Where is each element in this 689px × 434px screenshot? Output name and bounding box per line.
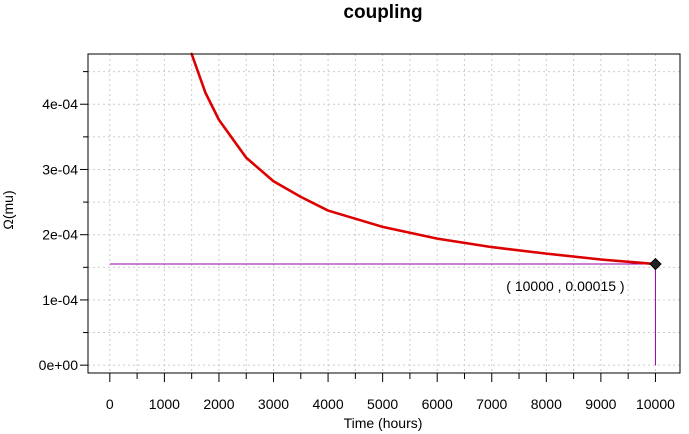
x-tick-label: 3000 — [258, 396, 289, 412]
y-axis-label: Ω(mu) — [0, 190, 16, 229]
x-axis-label: Time (hours) — [344, 415, 423, 431]
y-tick-label: 3e-04 — [42, 161, 78, 177]
highlight-marker-layer — [649, 257, 662, 271]
highlight-guides — [109, 263, 656, 366]
plot-frame — [87, 53, 681, 374]
y-axis: 0e+00 1e-04 2e-04 3e-04 4e-04 — [39, 71, 88, 373]
x-tick-label: 5000 — [367, 396, 398, 412]
x-tick-label: 2000 — [203, 396, 234, 412]
y-tick-label: 2e-04 — [42, 227, 78, 243]
x-tick-label: 1000 — [149, 396, 180, 412]
highlight-point-marker — [649, 257, 662, 271]
x-tick-label: 7000 — [476, 396, 507, 412]
grid — [88, 54, 680, 373]
x-axis: 0 1000 2000 3000 4000 5000 6000 7000 8000 9000 100… — [106, 373, 675, 412]
series-line — [190, 52, 657, 266]
y-tick-label: 0e+00 — [39, 357, 79, 373]
chart-title: coupling — [343, 2, 422, 23]
series-layer — [190, 52, 657, 266]
y-tick-label: 1e-04 — [42, 292, 78, 308]
x-tick-label: 0 — [106, 396, 114, 412]
x-tick-label: 10000 — [636, 396, 675, 412]
x-tick-label: 4000 — [312, 396, 343, 412]
x-tick-label: 6000 — [422, 396, 453, 412]
x-tick-label: 9000 — [585, 396, 616, 412]
x-tick-label: 8000 — [531, 396, 562, 412]
highlight-point-label: ( 10000 , 0.00015 ) — [506, 278, 624, 294]
y-tick-label: 4e-04 — [42, 96, 78, 112]
